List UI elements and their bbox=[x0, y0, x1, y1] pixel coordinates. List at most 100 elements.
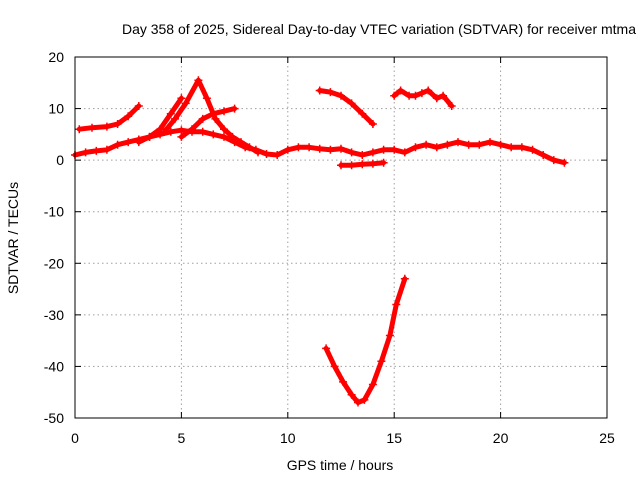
data-point bbox=[447, 102, 456, 110]
data-point bbox=[177, 126, 186, 135]
data-point bbox=[273, 151, 282, 159]
data-point bbox=[198, 127, 207, 136]
data-point bbox=[102, 122, 111, 131]
data-point bbox=[347, 148, 356, 157]
data-point bbox=[549, 156, 558, 165]
data-point bbox=[88, 123, 96, 132]
data-point bbox=[496, 140, 505, 149]
data-point bbox=[337, 91, 345, 100]
series-track-8 bbox=[390, 86, 456, 110]
data-series bbox=[71, 76, 569, 407]
y-axis-label: SDTVAR / TECUs bbox=[5, 182, 21, 294]
data-point bbox=[156, 125, 165, 134]
data-point bbox=[177, 94, 186, 103]
data-point bbox=[294, 143, 303, 152]
data-point bbox=[166, 109, 175, 118]
y-tick-label: 0 bbox=[56, 152, 64, 168]
data-point bbox=[486, 138, 494, 147]
data-point bbox=[396, 86, 405, 95]
plot-frame bbox=[74, 56, 608, 419]
series-track-7 bbox=[337, 158, 388, 170]
data-point bbox=[368, 159, 377, 168]
axis-ticks: 0 5 10 15 20 25 -50 -40 -30 -20 -10 0 10 20 bbox=[44, 49, 615, 446]
data-point bbox=[539, 151, 548, 159]
data-point bbox=[379, 145, 388, 154]
x-tick-label: 25 bbox=[599, 430, 615, 446]
data-point bbox=[113, 140, 122, 149]
data-point bbox=[326, 88, 335, 97]
data-point bbox=[392, 300, 401, 309]
data-point bbox=[368, 148, 377, 157]
data-point bbox=[245, 143, 254, 152]
data-point bbox=[337, 161, 345, 170]
data-point bbox=[358, 151, 367, 159]
data-point bbox=[177, 132, 186, 141]
data-point bbox=[322, 344, 331, 353]
data-point bbox=[134, 138, 143, 147]
series-track-2 bbox=[75, 102, 143, 134]
data-point bbox=[220, 107, 228, 116]
chart-title: Day 358 of 2025, Sidereal Day-to-day VTE… bbox=[122, 21, 636, 37]
data-point bbox=[145, 132, 154, 141]
data-point bbox=[347, 390, 356, 399]
y-tick-label: -50 bbox=[44, 410, 64, 426]
data-point bbox=[443, 140, 452, 149]
data-point bbox=[124, 138, 133, 147]
y-tick-label: -40 bbox=[44, 358, 64, 374]
data-point bbox=[337, 144, 345, 153]
data-point bbox=[507, 143, 516, 152]
x-tick-label: 0 bbox=[71, 430, 79, 446]
y-tick-label: -30 bbox=[44, 307, 64, 323]
series-track-3 bbox=[134, 94, 186, 147]
data-point bbox=[390, 145, 399, 154]
y-tick-label: 20 bbox=[48, 49, 64, 65]
data-point bbox=[220, 125, 228, 134]
series-line bbox=[76, 103, 142, 132]
data-point bbox=[283, 145, 292, 154]
data-point bbox=[124, 112, 133, 121]
data-point bbox=[424, 86, 433, 95]
data-point bbox=[560, 158, 569, 167]
data-point bbox=[400, 148, 409, 157]
data-point bbox=[390, 91, 399, 100]
data-point bbox=[411, 91, 420, 100]
data-point bbox=[339, 377, 348, 386]
data-point bbox=[209, 130, 218, 139]
data-point bbox=[315, 86, 324, 95]
data-point bbox=[92, 146, 101, 155]
data-point bbox=[475, 140, 484, 149]
data-point bbox=[354, 398, 362, 407]
data-point bbox=[228, 132, 237, 141]
data-point bbox=[439, 91, 448, 100]
data-point bbox=[75, 125, 84, 134]
data-point bbox=[517, 143, 526, 152]
data-point bbox=[464, 140, 473, 149]
data-point bbox=[211, 114, 220, 123]
series-track-4 bbox=[160, 76, 262, 157]
data-point bbox=[202, 94, 211, 103]
series-track-5 bbox=[177, 104, 239, 141]
data-point bbox=[454, 138, 462, 147]
data-point bbox=[411, 143, 420, 152]
data-point bbox=[237, 138, 245, 147]
data-point bbox=[209, 109, 218, 118]
x-tick-label: 15 bbox=[386, 430, 402, 446]
y-tick-label: -20 bbox=[44, 255, 64, 271]
data-point bbox=[315, 144, 324, 153]
grid bbox=[75, 57, 607, 418]
data-point bbox=[262, 150, 271, 158]
series-track-6 bbox=[315, 86, 377, 128]
series-line bbox=[317, 88, 376, 127]
data-point bbox=[400, 274, 409, 283]
data-point bbox=[358, 160, 367, 169]
series-line bbox=[323, 276, 408, 405]
y-tick-label: -10 bbox=[44, 204, 64, 220]
data-point bbox=[181, 99, 190, 108]
x-tick-label: 20 bbox=[493, 430, 509, 446]
data-point bbox=[379, 158, 388, 167]
x-tick-label: 5 bbox=[178, 430, 186, 446]
data-point bbox=[417, 89, 426, 98]
y-tick-label: 10 bbox=[48, 101, 64, 117]
data-point bbox=[188, 125, 196, 134]
